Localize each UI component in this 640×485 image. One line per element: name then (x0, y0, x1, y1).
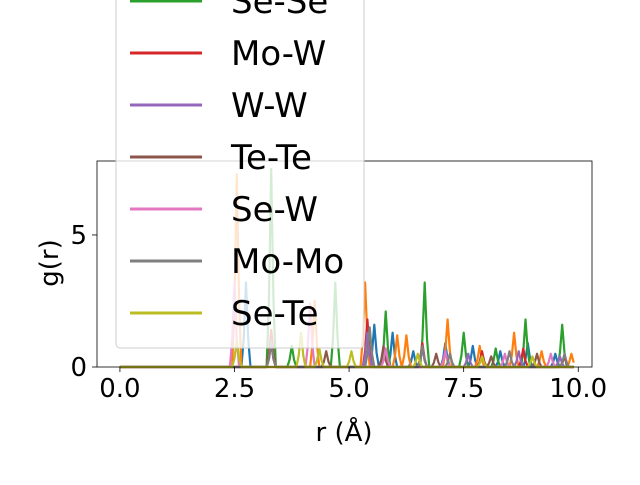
y-tick-label: 0 (70, 353, 87, 383)
legend-label: Se-Te (231, 294, 319, 334)
x-tick-label: 0.0 (99, 374, 140, 404)
legend-label: Te-Te (230, 138, 312, 178)
legend-label: Se-W (231, 190, 318, 230)
x-tick-label: 2.5 (214, 374, 255, 404)
x-axis-label: r (Å) (315, 416, 372, 448)
legend-label: Mo-W (231, 34, 326, 74)
y-tick-label: 5 (70, 221, 87, 251)
y-axis-label: g(r) (35, 239, 65, 286)
x-tick-label: 5.0 (328, 374, 369, 404)
x-tick-label: 10.0 (549, 374, 607, 404)
x-tick-label: 7.5 (443, 374, 484, 404)
legend-label: Mo-Mo (231, 242, 344, 282)
legend-label: Se-Se (231, 0, 328, 22)
legend: Se-Se Mo-W W-W Te-Te Se-W Mo-Mo Se-Te (115, 0, 365, 349)
legend-label: W-W (231, 86, 308, 126)
